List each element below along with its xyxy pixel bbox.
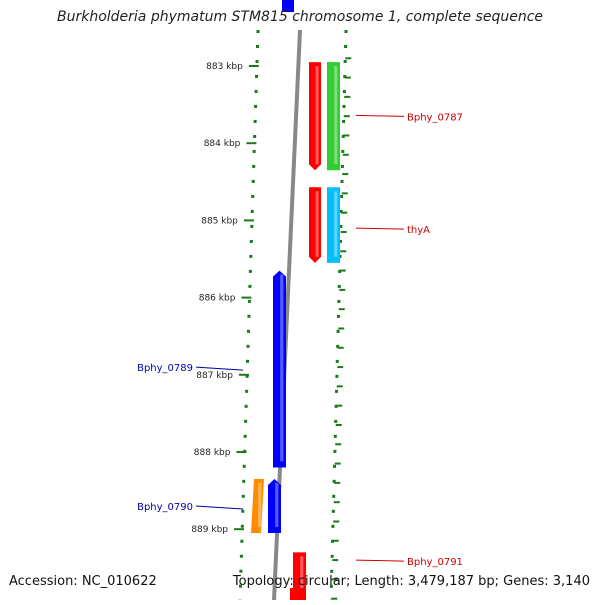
gene-label: thyA (407, 225, 430, 236)
topology-summary: Topology: circular; Length: 3,479,187 bp… (232, 574, 590, 589)
map-title: Burkholderia phymatum STM815 chromosome … (56, 9, 543, 25)
gene-label: Bphy_0787 (407, 112, 463, 123)
gene-bphy-0791-highlight (300, 556, 304, 601)
gene-bphy-0789-highlight (280, 274, 284, 462)
cds-thya (327, 187, 340, 263)
tick-label: 884 kbp (204, 139, 241, 149)
gene-label: Bphy_0791 (407, 557, 463, 568)
label-leader (355, 227, 405, 230)
guide-dotted-line (329, 29, 348, 601)
tick-label: 887 kbp (196, 371, 233, 381)
cds-bphy-0790 (251, 479, 264, 534)
gene-fragment-bottom (290, 588, 304, 600)
accession-label: Accession: NC_010622 (9, 574, 157, 589)
tick-label: 883 kbp (206, 62, 243, 72)
gene-fragment-top (282, 0, 294, 12)
cds-bphy-0787 (327, 62, 340, 171)
tick-label: 886 kbp (199, 294, 236, 304)
label-leader (195, 505, 244, 510)
gene-reverse-2 (309, 187, 321, 263)
cds-bphy-0787-highlight (334, 66, 338, 165)
gene-reverse-1-highlight (315, 66, 319, 165)
cds-thya-highlight (334, 191, 338, 257)
cds-bphy-0790-highlight (258, 483, 262, 528)
gene-label: Bphy_0790 (137, 502, 193, 513)
tick-label: 885 kbp (201, 216, 238, 226)
gene-reverse-1 (309, 62, 321, 171)
label-leader (355, 559, 405, 562)
gene-bphy-0789 (273, 270, 286, 468)
tick-label: 888 kbp (194, 448, 231, 458)
gene-bphy-0790-highlight (275, 483, 279, 528)
label-leader (195, 366, 244, 371)
guide-dotted-line (238, 29, 260, 601)
gene-reverse-2-highlight (315, 191, 319, 257)
gene-label: Bphy_0789 (137, 363, 193, 374)
tick-label: 889 kbp (191, 525, 228, 535)
label-leader (355, 114, 405, 117)
gene-bphy-0790 (268, 479, 281, 534)
